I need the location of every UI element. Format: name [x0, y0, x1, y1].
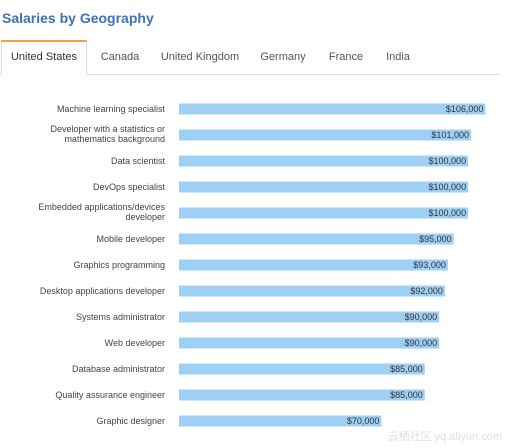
salary-bar [179, 415, 382, 427]
salary-bar [179, 103, 486, 115]
value-label: $100,000 [429, 182, 467, 192]
category-label: Data scientist [111, 156, 166, 166]
salary-bar [179, 233, 454, 245]
salary-bar [179, 207, 469, 219]
value-label: $90,000 [405, 338, 438, 348]
tab-canada[interactable]: Canada [100, 51, 140, 63]
salary-bar [179, 285, 445, 297]
category-label: Graphic designer [96, 416, 165, 426]
salary-bar [179, 181, 469, 193]
category-label: Quality assurance engineer [55, 390, 165, 400]
category-label: Mobile developer [96, 234, 165, 244]
category-label: Systems administrator [76, 312, 165, 322]
value-label: $85,000 [390, 364, 423, 374]
value-label: $106,000 [446, 104, 484, 114]
salary-bar [179, 129, 471, 141]
value-label: $70,000 [347, 416, 380, 426]
tab-germany[interactable]: Germany [260, 51, 306, 63]
salary-bar [179, 155, 469, 167]
value-label: $93,000 [413, 260, 446, 270]
page-title: Salaries by Geography [2, 10, 154, 26]
value-label: $100,000 [429, 156, 467, 166]
salary-bar [179, 259, 448, 271]
category-label: Developer with a statistics or mathematic… [50, 124, 165, 144]
category-label: DevOps specialist [93, 182, 166, 192]
tab-united-kingdom[interactable]: United Kingdom [160, 51, 240, 63]
value-label: $85,000 [390, 390, 423, 400]
category-label: Database administrator [72, 364, 165, 374]
value-label: $101,000 [431, 130, 469, 140]
tab-india[interactable]: India [386, 51, 410, 63]
value-label: $90,000 [405, 312, 438, 322]
value-label: $92,000 [410, 286, 443, 296]
salary-bar-chart: Machine learning specialist $106,000 Devel… [38, 103, 486, 427]
watermark: 云栖社区 yq.aliyun.com [387, 431, 502, 443]
value-label: $95,000 [419, 234, 452, 244]
category-label: Web developer [105, 338, 165, 348]
salary-bar [179, 311, 440, 323]
tab-france[interactable]: France [328, 51, 364, 63]
country-tabs: United States Canada United Kingdom Germ… [0, 40, 500, 75]
category-label: Desktop applications developer [40, 286, 165, 296]
category-label: Machine learning specialist [57, 104, 166, 114]
salary-bar [179, 363, 425, 375]
category-label: Embedded applications/devices developer [38, 202, 165, 222]
tab-united-states[interactable]: United States [1, 40, 87, 75]
salary-bar [179, 337, 440, 349]
value-label: $100,000 [429, 208, 467, 218]
category-label: Graphics programming [73, 260, 165, 270]
salary-bar [179, 389, 425, 401]
